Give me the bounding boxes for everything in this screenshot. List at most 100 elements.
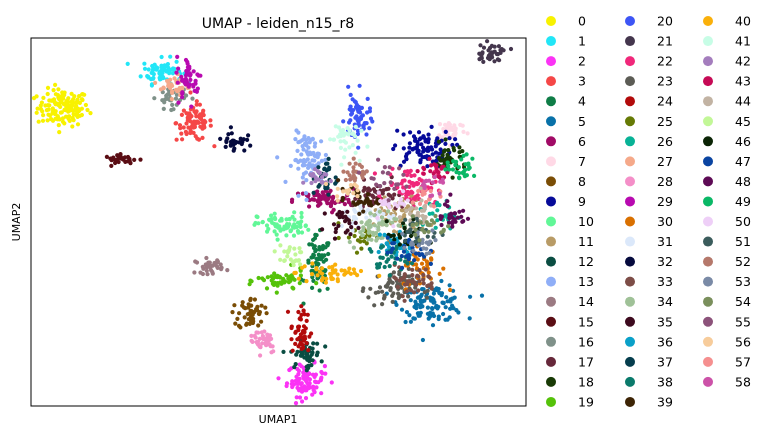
- cluster-48-points: [438, 192, 471, 229]
- data-point: [276, 376, 281, 381]
- legend-label: 10: [578, 214, 594, 229]
- data-point: [407, 313, 412, 318]
- data-point: [400, 265, 405, 270]
- data-point: [188, 90, 193, 95]
- data-point: [420, 237, 425, 242]
- data-point: [169, 97, 174, 102]
- data-point: [330, 264, 335, 269]
- legend-marker: [546, 296, 556, 307]
- data-point: [422, 205, 427, 210]
- data-point: [185, 59, 190, 64]
- data-point: [350, 143, 355, 148]
- data-point: [443, 167, 448, 172]
- data-point: [387, 264, 392, 269]
- data-point: [420, 337, 425, 343]
- data-point: [453, 127, 458, 133]
- data-point: [312, 374, 317, 379]
- data-point: [399, 181, 404, 186]
- data-point: [296, 193, 301, 198]
- data-point: [289, 325, 294, 331]
- data-point: [228, 125, 233, 130]
- data-point: [297, 281, 302, 286]
- data-point: [481, 45, 487, 50]
- data-point: [425, 234, 430, 239]
- data-point: [435, 208, 440, 213]
- data-point: [79, 97, 85, 102]
- data-point: [355, 138, 360, 143]
- data-point: [323, 280, 328, 285]
- data-point: [330, 268, 335, 273]
- data-point: [346, 84, 351, 89]
- data-point: [181, 125, 186, 130]
- data-point: [344, 131, 349, 136]
- data-point: [402, 178, 407, 183]
- data-point: [479, 293, 485, 298]
- data-point: [307, 242, 312, 247]
- data-point: [358, 239, 363, 244]
- data-point: [431, 171, 436, 176]
- data-point: [359, 220, 364, 225]
- legend-marker: [546, 216, 556, 227]
- data-point: [296, 130, 301, 135]
- data-point: [65, 101, 70, 106]
- legend-label: 17: [578, 354, 594, 369]
- data-point: [125, 61, 130, 66]
- data-point: [495, 52, 500, 57]
- data-point: [359, 246, 364, 251]
- data-point: [381, 211, 386, 217]
- data-point: [293, 137, 298, 142]
- data-point: [258, 353, 263, 358]
- data-point: [463, 167, 468, 172]
- legend-label: 12: [578, 254, 594, 269]
- data-point: [301, 158, 307, 163]
- legend-marker: [703, 196, 713, 207]
- data-point: [174, 70, 179, 75]
- legend-item-20: 20: [625, 14, 673, 29]
- data-point: [296, 276, 301, 281]
- data-point: [314, 266, 319, 271]
- data-point: [323, 268, 328, 273]
- data-point: [478, 43, 483, 48]
- legend-item-53: 53: [703, 274, 751, 289]
- legend-item-34: 34: [625, 294, 673, 309]
- data-point: [267, 218, 272, 223]
- legend-item-0: 0: [546, 14, 586, 29]
- legend-item-45: 45: [703, 114, 751, 129]
- legend-marker: [546, 316, 556, 327]
- data-point: [448, 192, 453, 197]
- data-point: [339, 162, 344, 167]
- data-point: [430, 211, 435, 216]
- data-point: [66, 96, 71, 101]
- data-point: [419, 142, 424, 147]
- data-point: [267, 342, 272, 347]
- legend-marker: [625, 196, 635, 207]
- data-point: [353, 134, 358, 139]
- legend-item-22: 22: [625, 54, 673, 69]
- data-point: [368, 286, 373, 291]
- legend-label: 28: [657, 174, 673, 189]
- data-point: [434, 303, 439, 308]
- data-point: [317, 288, 322, 293]
- data-point: [300, 163, 305, 168]
- legend-marker: [625, 216, 635, 227]
- data-point: [271, 349, 276, 354]
- data-point: [455, 215, 460, 220]
- legend-marker: [625, 176, 635, 187]
- legend-label: 16: [578, 334, 594, 349]
- data-point: [125, 159, 130, 164]
- data-point: [309, 180, 314, 186]
- data-point: [399, 197, 404, 202]
- data-point: [377, 285, 383, 290]
- data-point: [347, 120, 352, 125]
- legend-label: 36: [657, 334, 673, 349]
- data-point: [374, 200, 379, 205]
- data-point: [391, 270, 396, 275]
- data-point: [158, 87, 163, 92]
- data-point: [392, 229, 397, 234]
- data-point: [46, 112, 51, 117]
- data-point: [431, 204, 437, 209]
- data-point: [307, 140, 312, 145]
- data-point: [430, 323, 436, 328]
- data-point: [404, 289, 409, 294]
- data-point: [372, 213, 377, 218]
